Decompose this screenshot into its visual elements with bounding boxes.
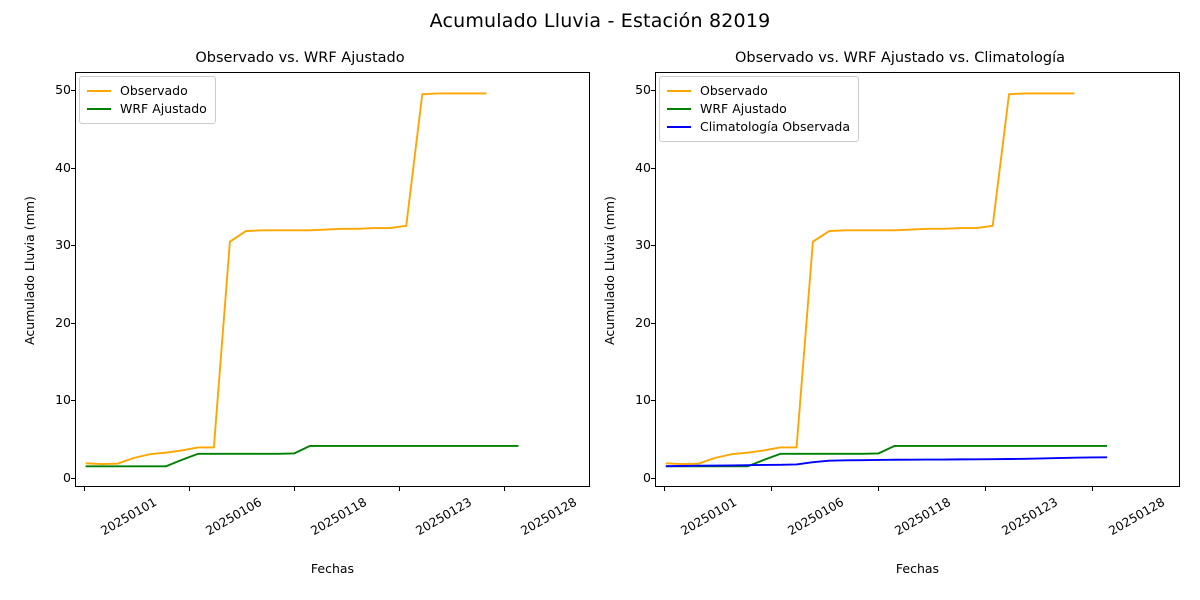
x-tick-mark-4 <box>1092 487 1094 491</box>
legend-swatch-wrf-ajustado-icon <box>87 107 111 111</box>
legend-label-wrf-ajustado: WRF Ajustado <box>120 101 207 116</box>
y-tick-mark-50 <box>71 90 75 92</box>
subplot-left-title: Observado vs. WRF Ajustado <box>195 50 405 66</box>
legend-swatch-climatologia-icon <box>667 125 691 129</box>
y-tick-mark-40 <box>71 168 75 170</box>
line-chart-left <box>85 92 519 468</box>
x-tick-label-0: 20250101 <box>98 495 160 539</box>
legend-label-observado: Observado <box>700 83 768 98</box>
x-tick-mark-1 <box>771 487 773 491</box>
legend-item-observado: Observado <box>667 82 850 100</box>
x-tick-label-3: 20250123 <box>413 495 475 539</box>
y-tick-label-0: 0 <box>643 470 651 485</box>
y-tick-label-20: 20 <box>635 315 651 330</box>
legend-swatch-wrf-ajustado-icon <box>667 107 691 111</box>
legend-swatch-observado-icon <box>667 89 691 93</box>
y-tick-mark-50 <box>651 90 655 92</box>
legend-label-wrf-ajustado: WRF Ajustado <box>700 101 787 116</box>
legend-label-climatologia: Climatología Observada <box>700 119 850 134</box>
series-line-climatologia-right <box>665 456 1108 468</box>
y-tick-mark-20 <box>651 323 655 325</box>
y-tick-label-30: 30 <box>635 237 651 252</box>
plot-area-left <box>75 72 590 487</box>
subplot-left: Observado vs. WRF Ajustado Acumulado Llu… <box>22 50 590 576</box>
x-tick-mark-3 <box>985 487 987 491</box>
y-tick-label-10: 10 <box>635 392 651 407</box>
x-tick-label-1: 20250106 <box>785 495 847 539</box>
figure-suptitle: Acumulado Lluvia - Estación 82019 <box>429 10 771 32</box>
x-tick-mark-3 <box>399 487 401 491</box>
y-tick-mark-0 <box>71 478 75 480</box>
series-line-wrf-right <box>665 444 1108 468</box>
plot-area-right <box>655 72 1180 487</box>
x-tick-mark-2 <box>294 487 296 491</box>
x-tick-label-4: 20250128 <box>518 495 580 539</box>
series-line-observado-right <box>665 92 1075 466</box>
legend-item-climatologia: Climatología Observada <box>667 118 850 136</box>
x-tick-label-1: 20250106 <box>203 495 265 539</box>
subplot-right: Observado vs. WRF Ajustado vs. Climatolo… <box>600 0 1200 600</box>
line-chart-right <box>665 92 1108 468</box>
y-tick-mark-30 <box>651 245 655 247</box>
legend-right: Observado WRF Ajustado Climatología Obse… <box>659 76 859 142</box>
y-tick-mark-10 <box>651 400 655 402</box>
x-tick-label-0: 20250101 <box>678 495 740 539</box>
subplot-right-xlabel: Fechas <box>895 561 940 576</box>
series-line-wrf-left <box>85 444 519 468</box>
x-tick-mark-0 <box>84 487 86 491</box>
y-tick-label-40: 40 <box>55 160 71 175</box>
x-tick-label-2: 20250118 <box>892 495 954 539</box>
y-tick-label-40: 40 <box>635 160 651 175</box>
x-tick-label-2: 20250118 <box>308 495 370 539</box>
x-tick-mark-2 <box>878 487 880 491</box>
y-tick-mark-10 <box>71 400 75 402</box>
series-line-observado-left <box>85 92 487 466</box>
y-tick-label-20: 20 <box>55 315 71 330</box>
y-tick-label-10: 10 <box>55 392 71 407</box>
subplot-right-title: Observado vs. WRF Ajustado vs. Climatolo… <box>735 50 1065 66</box>
x-tick-mark-4 <box>504 487 506 491</box>
y-tick-mark-40 <box>651 168 655 170</box>
x-tick-mark-1 <box>189 487 191 491</box>
y-tick-label-50: 50 <box>635 82 651 97</box>
y-tick-mark-0 <box>651 478 655 480</box>
x-tick-label-4: 20250128 <box>1106 495 1168 539</box>
y-tick-label-0: 0 <box>63 470 71 485</box>
legend-swatch-observado-icon <box>87 89 111 93</box>
legend-item-wrf-ajustado: WRF Ajustado <box>87 100 207 118</box>
x-tick-mark-0 <box>664 487 666 491</box>
subplot-left-xlabel: Fechas <box>310 561 355 576</box>
y-tick-mark-20 <box>71 323 75 325</box>
y-tick-label-30: 30 <box>55 237 71 252</box>
legend-label-observado: Observado <box>120 83 188 98</box>
legend-item-wrf-ajustado: WRF Ajustado <box>667 100 850 118</box>
y-tick-mark-30 <box>71 245 75 247</box>
legend-left: Observado WRF Ajustado <box>79 76 216 124</box>
legend-item-observado: Observado <box>87 82 207 100</box>
x-tick-label-3: 20250123 <box>999 495 1061 539</box>
y-tick-label-50: 50 <box>55 82 71 97</box>
